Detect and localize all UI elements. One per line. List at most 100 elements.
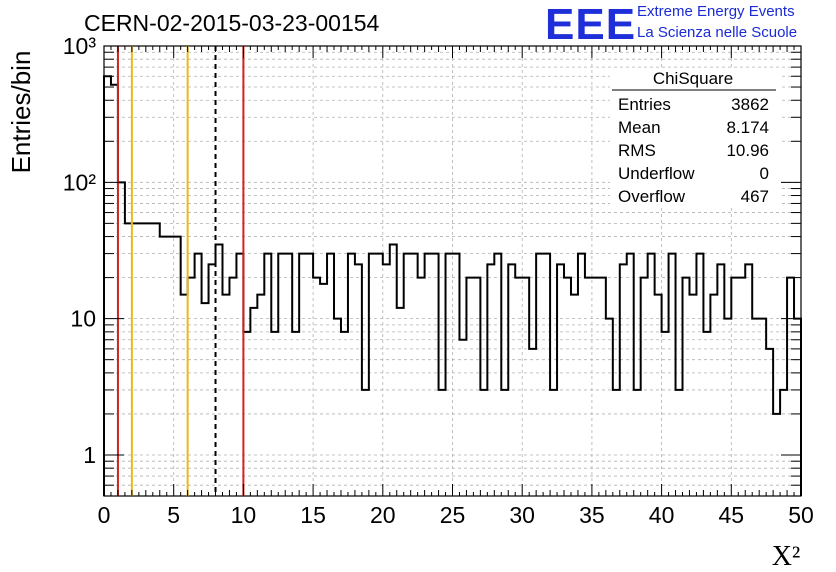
histogram-bin (522, 278, 529, 496)
x-tick-label: 20 (370, 502, 396, 528)
histogram-bin (229, 278, 236, 496)
stats-label: RMS (618, 141, 656, 160)
histogram-bin (501, 390, 508, 496)
x-tick-label: 30 (509, 502, 535, 528)
run-title: CERN-02-2015-03-23-00154 (84, 10, 380, 36)
stats-rows: Entries 3862 Mean 8.174 RMS 10.96 Underflow 0 Ov… (618, 95, 769, 206)
histogram-bin (195, 254, 202, 496)
stats-title: ChiSquare (653, 69, 733, 88)
histogram-bin (278, 254, 285, 496)
histogram-bin (306, 254, 313, 496)
histogram-bin (529, 349, 536, 496)
histogram-bin (543, 254, 550, 496)
y-tick-label: 10² (63, 169, 97, 195)
histogram-bin (369, 254, 376, 496)
histogram-bin (299, 254, 306, 496)
histogram-bin (174, 237, 181, 496)
histogram-bin (759, 319, 766, 496)
eee-logo: EEE (545, 0, 637, 49)
y-axis-ticks: 1 10 10² 10³ (63, 33, 801, 497)
histogram-bin (459, 340, 466, 496)
stats-value: 8.174 (726, 118, 769, 137)
histogram-bin (780, 390, 787, 496)
histogram-bin (494, 254, 501, 496)
histogram-bin (641, 278, 648, 496)
threshold-lines (116, 46, 245, 496)
histogram-bin (439, 390, 446, 496)
histogram-bin (216, 244, 223, 496)
histogram-bin (236, 254, 243, 496)
histogram-bin (676, 390, 683, 496)
histogram-bin (683, 278, 690, 496)
histogram-bin (348, 254, 355, 496)
histogram-bin (606, 319, 613, 496)
histogram-bin (411, 254, 418, 496)
x-tick-label: 0 (98, 502, 111, 528)
stats-label: Mean (618, 118, 661, 137)
histogram-bin (794, 319, 801, 496)
histogram-bin (327, 254, 334, 496)
histogram-bin (404, 254, 411, 496)
histogram-bin (585, 278, 592, 496)
histogram-bin (473, 278, 480, 496)
histogram-bin (564, 278, 571, 496)
histogram-bin (160, 237, 167, 496)
histogram-bin (104, 76, 111, 496)
y-axis-label: Entries/bin (6, 51, 36, 174)
histogram-bin (111, 85, 118, 496)
histogram-bin (696, 254, 703, 496)
x-tick-label: 35 (579, 502, 605, 528)
histogram-bin (550, 390, 557, 496)
stats-value: 3862 (731, 95, 769, 114)
histogram-bin (118, 182, 125, 496)
stats-label: Overflow (618, 187, 686, 206)
x-tick-label: 25 (440, 502, 466, 528)
histogram-bin (376, 254, 383, 496)
histogram-bin (592, 278, 599, 496)
histogram-outline (103, 75, 802, 496)
x-tick-label: 5 (167, 502, 180, 528)
x-axis-label: X² (772, 541, 801, 572)
histogram-bin (480, 390, 487, 496)
histogram-bin (264, 254, 271, 496)
histogram-bin (613, 390, 620, 496)
y-tick-label: 10 (70, 306, 96, 332)
x-tick-label: 50 (788, 502, 814, 528)
x-tick-label: 45 (719, 502, 745, 528)
histogram-bin (362, 390, 369, 496)
x-tick-label: 10 (231, 502, 257, 528)
histogram-bin (334, 319, 341, 496)
stats-label: Entries (618, 95, 671, 114)
histogram-bin (313, 278, 320, 496)
histogram-bin (669, 254, 676, 496)
stats-box: ChiSquare Entries 3862 Mean 8.174 RMS 10.96 Un… (610, 68, 780, 208)
histogram-bars (103, 75, 802, 496)
logo-caption-line2: La Scienza nelle Scuole (637, 24, 798, 41)
stats-value: 0 (760, 164, 769, 183)
histogram-bin (425, 254, 432, 496)
x-tick-label: 15 (300, 502, 326, 528)
histogram-bin (285, 254, 292, 496)
histogram-bin (167, 237, 174, 496)
histogram-bin (731, 278, 738, 496)
histogram-bin (432, 254, 439, 496)
histogram-bin (578, 254, 585, 496)
histogram-bin (188, 278, 195, 496)
logo-caption-line1: Extreme Energy Events (637, 3, 795, 20)
histogram-bin (766, 349, 773, 496)
histogram-bin (787, 278, 794, 496)
x-tick-label: 40 (649, 502, 675, 528)
grid-lines (104, 46, 801, 496)
histogram-bin (446, 254, 453, 496)
histogram-bin (724, 319, 731, 496)
histogram-bin (536, 254, 543, 496)
histogram-bin (634, 390, 641, 496)
histogram-bin (648, 254, 655, 496)
histogram-bin (453, 254, 460, 496)
histogram-bin (599, 278, 606, 496)
stats-label: Underflow (618, 164, 695, 183)
histogram-bin (627, 254, 634, 496)
histogram-bin (466, 278, 473, 496)
histogram-bin (515, 278, 522, 496)
